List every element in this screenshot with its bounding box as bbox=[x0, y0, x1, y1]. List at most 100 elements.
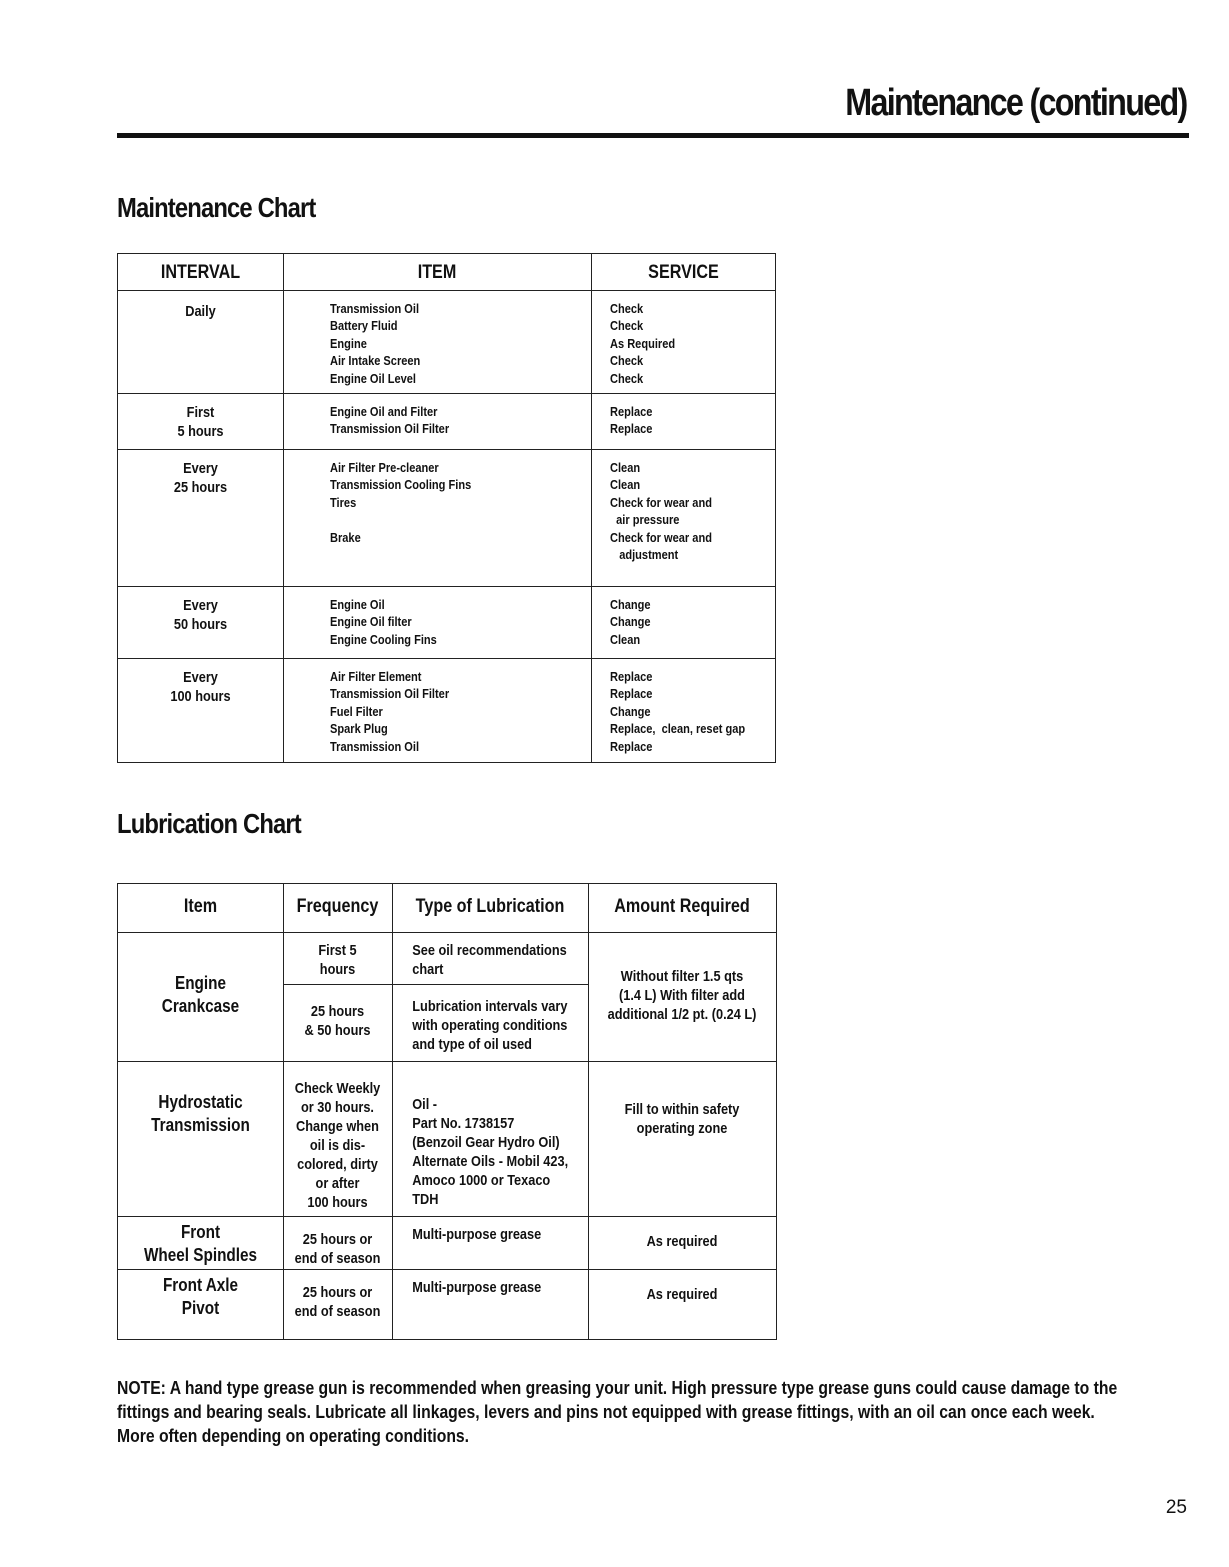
service-label: Check bbox=[610, 370, 644, 386]
lubrication-type-label: (Benzoil Gear Hydro Oil) bbox=[412, 1134, 560, 1151]
table-row: Every 25 hours Air Filter Pre-cleaner Trans… bbox=[118, 449, 775, 586]
lubrication-type-label: chart bbox=[412, 961, 444, 978]
item-label: Fuel Filter bbox=[330, 703, 383, 719]
service-label: Check bbox=[610, 301, 644, 316]
item-label: Engine Cooling Fins bbox=[330, 631, 437, 647]
column-divider bbox=[283, 254, 284, 762]
service-label: Clean bbox=[610, 631, 641, 647]
item-label: Engine Oil filter bbox=[330, 614, 412, 630]
item-label: Front Axle bbox=[162, 1275, 239, 1295]
service-label: adjustment bbox=[610, 547, 679, 562]
service-label: As Required bbox=[610, 335, 676, 351]
column-header-interval: INTERVAL bbox=[160, 262, 241, 283]
column-header-type: Type of Lubrication bbox=[415, 896, 565, 917]
service-label: Replace bbox=[610, 738, 653, 754]
page-header-title: Maintenance (continued) bbox=[845, 82, 1189, 124]
item-label: Wheel Spindles bbox=[143, 1245, 258, 1265]
item-label: Spark Plug bbox=[330, 721, 388, 737]
lubrication-type-label: Alternate Oils - Mobil 423, bbox=[412, 1153, 569, 1170]
amount-label: As required bbox=[646, 1286, 718, 1303]
row-divider bbox=[118, 1216, 776, 1217]
frequency-label: oil is dis- bbox=[309, 1137, 366, 1154]
amount-label: As required bbox=[646, 1233, 718, 1250]
item-label: Transmission Oil Filter bbox=[330, 421, 450, 437]
service-label: Check bbox=[610, 318, 644, 334]
lubrication-type-label: Multi-purpose grease bbox=[412, 1279, 542, 1296]
item-label: Pivot bbox=[181, 1298, 220, 1318]
frequency-label: & 50 hours bbox=[304, 1022, 371, 1039]
item-label: Air Filter Pre-cleaner bbox=[330, 460, 439, 475]
item-label: Tires bbox=[330, 494, 357, 510]
item-label: Engine bbox=[330, 335, 367, 351]
item-label: Engine Oil and Filter bbox=[330, 404, 438, 419]
row-divider bbox=[118, 586, 775, 587]
lubrication-type-label: Amoco 1000 or Texaco TDH bbox=[412, 1172, 551, 1208]
item-label: Front bbox=[180, 1222, 221, 1242]
interval-label: 25 hours bbox=[173, 479, 228, 496]
lubrication-type-label: Oil - bbox=[412, 1096, 438, 1113]
service-label: Replace bbox=[610, 421, 653, 437]
interval-label: 50 hours bbox=[173, 616, 228, 633]
service-label: air pressure bbox=[610, 512, 680, 528]
item-label: Brake bbox=[330, 529, 361, 545]
interval-label: 100 hours bbox=[170, 688, 231, 705]
frequency-label: 25 hours or bbox=[302, 1231, 373, 1248]
item-label: Transmission Cooling Fins bbox=[330, 477, 472, 493]
column-header-item: ITEM bbox=[417, 262, 457, 283]
frequency-label: Check Weekly bbox=[294, 1080, 381, 1097]
service-label: Replace bbox=[610, 669, 653, 684]
row-divider bbox=[118, 658, 775, 659]
row-divider bbox=[118, 290, 775, 291]
item-label: Crankcase bbox=[161, 996, 240, 1016]
item-label: Hydrostatic bbox=[158, 1092, 243, 1112]
item-label: Transmission bbox=[151, 1115, 250, 1135]
item-label: Transmission Oil Filter bbox=[330, 686, 450, 702]
lubrication-type-label: with operating conditions bbox=[412, 1017, 568, 1034]
column-header-service: SERVICE bbox=[648, 262, 719, 283]
service-label: Clean bbox=[610, 460, 641, 475]
table-row: Every 100 hours Air Filter Element Transmis… bbox=[118, 658, 775, 762]
item-label: Air Filter Element bbox=[330, 669, 422, 684]
frequency-label: 100 hours bbox=[307, 1194, 368, 1211]
lubrication-type-label: Part No. 1738157 bbox=[412, 1115, 515, 1132]
grease-note: NOTE: A hand type grease gun is recommen… bbox=[117, 1377, 1118, 1446]
service-label: Change bbox=[610, 614, 651, 630]
column-header-amount: Amount Required bbox=[614, 896, 750, 917]
interval-label: 5 hours bbox=[177, 423, 224, 440]
sub-row-divider bbox=[283, 984, 588, 985]
interval-label: Every bbox=[183, 460, 218, 477]
service-label: Check for wear and bbox=[610, 529, 712, 545]
frequency-label: Change when bbox=[296, 1118, 379, 1135]
service-label: Check bbox=[610, 353, 644, 369]
row-divider bbox=[118, 1061, 776, 1062]
amount-label: Without filter 1.5 qts bbox=[620, 968, 744, 985]
frequency-label: or after bbox=[315, 1175, 360, 1192]
frequency-label: hours bbox=[319, 961, 356, 978]
header-rule bbox=[117, 133, 1189, 138]
frequency-label: end of season bbox=[294, 1250, 381, 1267]
row-divider bbox=[118, 1269, 776, 1270]
frequency-label: colored, dirty bbox=[297, 1156, 378, 1173]
service-label: Clean bbox=[610, 477, 641, 493]
service-label: Replace bbox=[610, 404, 653, 419]
column-divider bbox=[392, 884, 393, 1339]
lubrication-chart-title: Lubrication Chart bbox=[117, 808, 302, 839]
maintenance-chart-title: Maintenance Chart bbox=[117, 192, 316, 223]
frequency-label: First 5 bbox=[318, 942, 357, 959]
frequency-label: or 30 hours. bbox=[301, 1099, 374, 1116]
service-label: Replace bbox=[610, 686, 653, 702]
service-label: Change bbox=[610, 597, 651, 612]
frequency-label: 25 hours or bbox=[302, 1284, 373, 1301]
column-divider bbox=[283, 884, 284, 1339]
service-label: Replace, clean, reset gap bbox=[610, 721, 746, 737]
item-label: Transmission Oil bbox=[330, 301, 420, 316]
frequency-label: end of season bbox=[294, 1303, 381, 1320]
table-row: Every 50 hours Engine Oil Engine Oil filter… bbox=[118, 586, 775, 658]
row-divider bbox=[118, 393, 775, 394]
row-divider bbox=[118, 449, 775, 450]
frequency-label: 25 hours bbox=[310, 1003, 365, 1020]
column-header-item: Item bbox=[183, 896, 218, 917]
interval-label: Every bbox=[183, 597, 218, 614]
amount-label: operating zone bbox=[636, 1120, 728, 1137]
page-number: 25 bbox=[1165, 1497, 1187, 1518]
